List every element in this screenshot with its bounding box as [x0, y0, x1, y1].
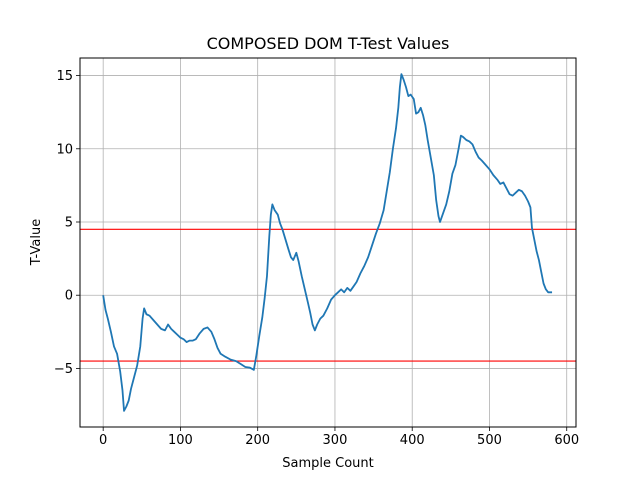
series-layer [102, 73, 553, 412]
x-tick-label: 300 [323, 433, 348, 448]
plot-area-frame [79, 57, 577, 428]
y-tick-label: 0 [65, 289, 73, 304]
threshold-lines [80, 228, 576, 362]
ticks: 0 100 200 300 400 500 600 −5 0 5 10 15 [54, 69, 579, 448]
y-tick-label: 15 [56, 69, 73, 84]
y-tick-label: 5 [65, 216, 73, 231]
x-axis-label: Sample Count [282, 456, 373, 471]
x-tick-label: 200 [245, 433, 270, 448]
x-tick-label: 600 [554, 433, 579, 448]
series-line [102, 73, 553, 412]
y-tick-label: 10 [56, 142, 73, 157]
x-tick-label: 100 [168, 433, 193, 448]
grid [80, 58, 576, 427]
chart-title: COMPOSED DOM T-Test Values [207, 34, 450, 53]
y-axis-label: T-Value [29, 219, 44, 266]
x-tick-label: 400 [400, 433, 425, 448]
x-tick-label: 0 [99, 433, 107, 448]
x-tick-label: 500 [477, 433, 502, 448]
y-tick-label: −5 [54, 362, 73, 377]
